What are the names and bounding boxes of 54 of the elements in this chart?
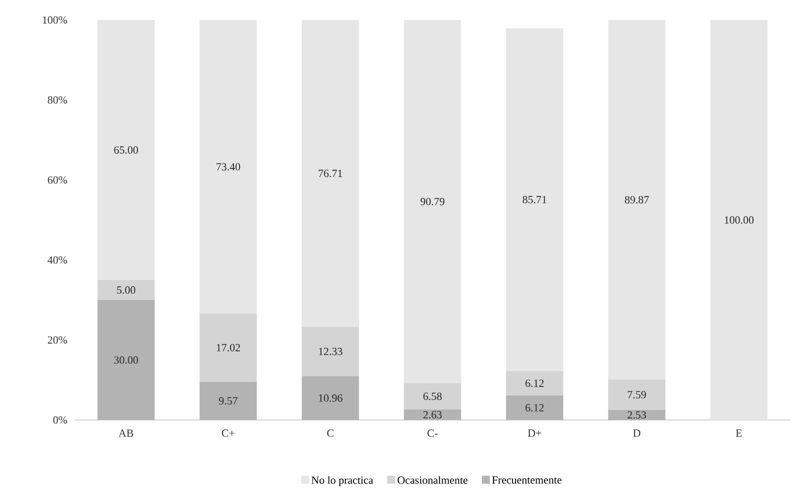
bar (97, 20, 155, 280)
data-label: 85.71 (522, 196, 546, 204)
legend-label: Frecuentemente (492, 476, 562, 484)
bar (506, 396, 564, 420)
data-label: 5.00 (117, 286, 136, 294)
data-label: 10.96 (319, 394, 342, 402)
data-label: 76.71 (318, 170, 342, 178)
bar (710, 20, 768, 420)
bar (200, 382, 257, 420)
data-label: 2.53 (628, 411, 646, 419)
x-tick-label: E (736, 430, 742, 437)
x-tick-label: C+ (222, 430, 234, 437)
bar (404, 383, 462, 410)
bar (608, 20, 666, 380)
bar (608, 380, 666, 410)
bar (302, 20, 359, 327)
data-label: 6.58 (423, 392, 442, 400)
data-label: 65.00 (114, 146, 138, 154)
y-tick-label: 20% (48, 336, 68, 344)
bar (608, 410, 666, 420)
bar (506, 28, 564, 372)
bar (302, 326, 359, 376)
data-label: 90.79 (420, 198, 444, 206)
data-label: 12.33 (319, 348, 342, 356)
data-label: 2.63 (423, 411, 442, 418)
y-tick-label: 40% (48, 256, 68, 264)
data-label: 7.59 (628, 391, 646, 398)
legend-label: No lo practica (312, 476, 374, 486)
y-tick-label: 100% (42, 16, 68, 24)
x-tick-label: C- (427, 430, 438, 437)
legend-label: Ocasionalmente (398, 476, 468, 484)
data-label: 89.87 (624, 196, 649, 204)
data-label: 9.57 (218, 397, 238, 405)
y-tick-label: 80% (48, 96, 68, 104)
x-tick-label: C (327, 430, 334, 437)
y-tick-label: 60% (48, 176, 68, 184)
bar (97, 300, 155, 420)
x-tick-label: D+ (528, 430, 542, 437)
bar (200, 20, 257, 314)
data-label: 6.12 (526, 380, 544, 387)
x-tick-label: D (633, 430, 640, 437)
bar (404, 20, 462, 384)
data-label: 30.00 (114, 356, 138, 364)
y-tick-label: 0% (53, 416, 68, 424)
x-tick-label: AB (118, 430, 134, 437)
data-label: 17.02 (216, 344, 240, 352)
data-label: 73.40 (216, 163, 240, 171)
bar (506, 371, 564, 396)
bar (404, 409, 462, 420)
data-label: 6.12 (526, 404, 544, 412)
bar (97, 280, 155, 300)
bar (200, 314, 257, 382)
bar (302, 376, 359, 420)
data-label: 100.00 (724, 216, 754, 224)
